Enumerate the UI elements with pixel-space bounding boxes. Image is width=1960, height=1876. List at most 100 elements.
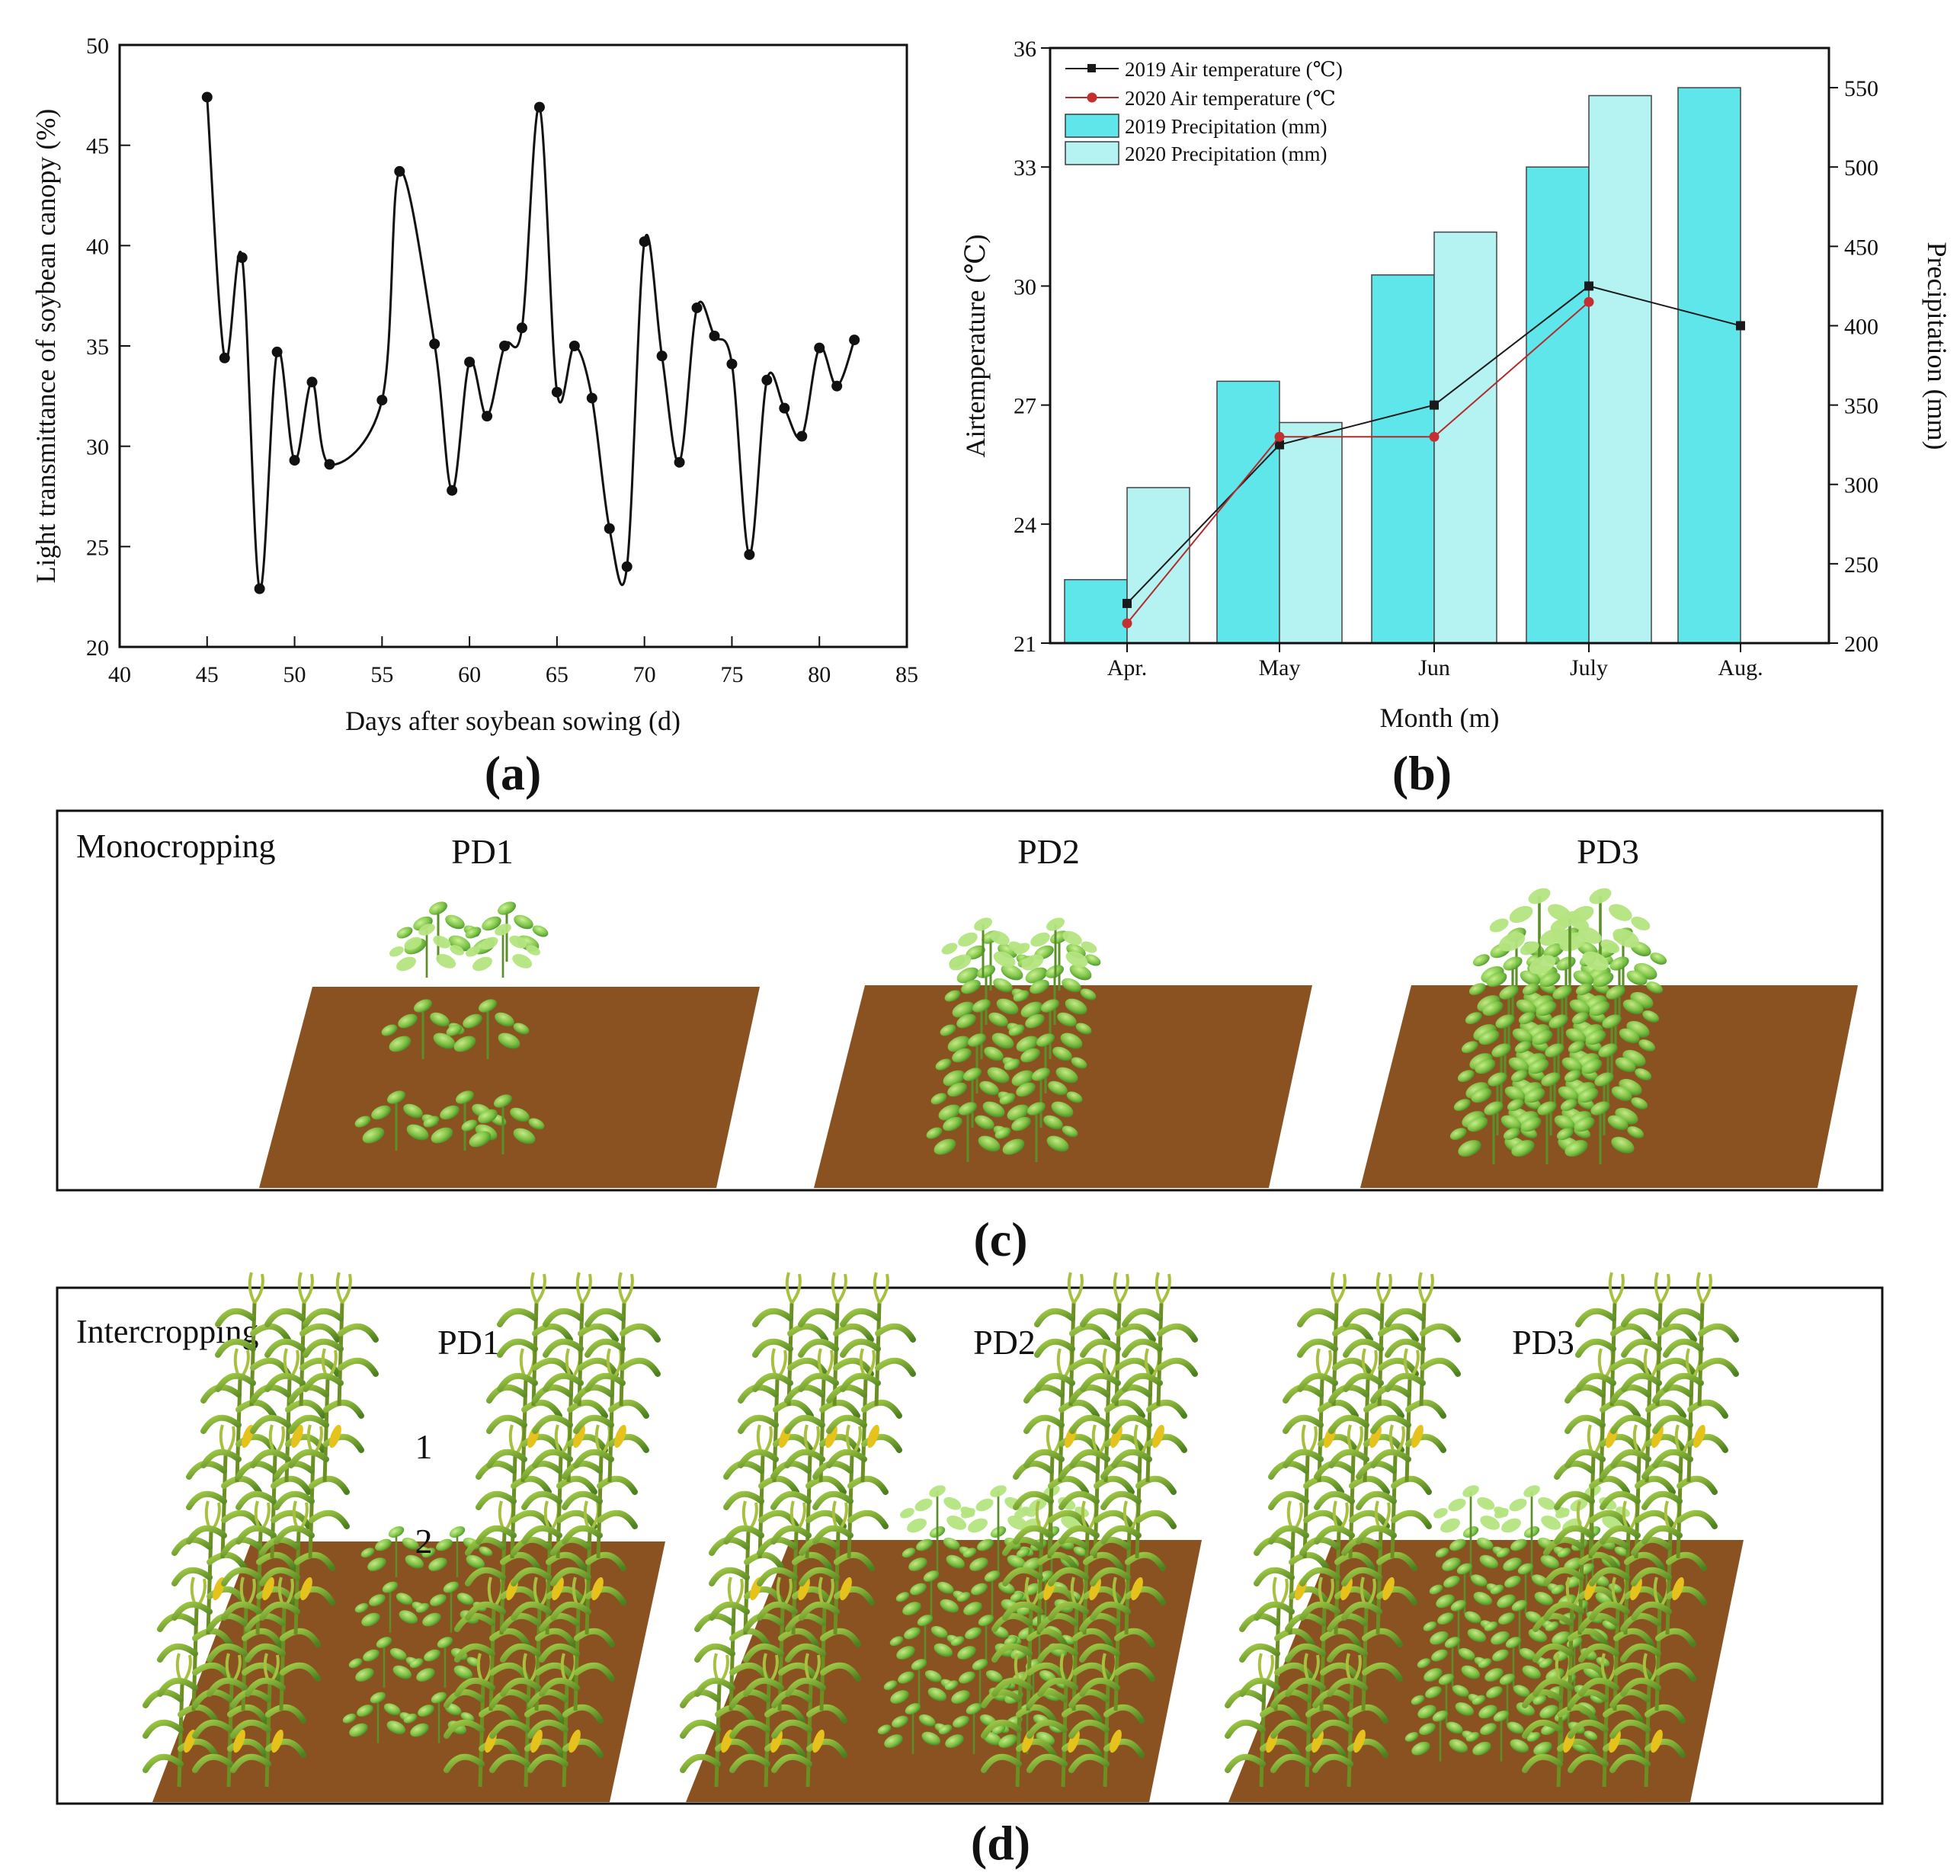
legend-2019-temp: 2019 Air temperature (℃) <box>1125 58 1343 81</box>
corn-plant <box>465 1500 541 1635</box>
chart-a-y-ticks: 20 25 30 35 40 45 50 <box>86 34 130 661</box>
chart-b-x-tick-label: Aug. <box>1718 655 1763 680</box>
chart-a-data-point <box>726 358 738 370</box>
chart-b-legend: 2019 Air temperature (℃) 2020 Air temper… <box>1065 58 1343 165</box>
corn-plant <box>1600 1424 1676 1559</box>
corn-plant <box>259 1500 335 1635</box>
chart-b-temp-marker <box>1122 618 1132 629</box>
corn-plant <box>1554 1424 1630 1559</box>
corn-plant <box>444 1653 520 1788</box>
corn-plant <box>1621 1272 1697 1407</box>
chart-a-data-point <box>814 342 825 354</box>
soybean-plant <box>994 1102 1078 1162</box>
chart-a-y-tick-label: 25 <box>86 535 109 560</box>
chart-a-x-tick-label: 80 <box>808 662 831 687</box>
chart-a-data-point <box>551 386 562 398</box>
chart-b-left-tick-label: 21 <box>1014 632 1036 657</box>
chart-a-y-tick-label: 30 <box>86 435 109 460</box>
corn-plant <box>798 1272 874 1407</box>
legend-swatch-2020-precip <box>1065 141 1119 165</box>
chart-b-left-tick-label: 33 <box>1014 155 1036 181</box>
corn-plant <box>1620 1577 1696 1711</box>
chart-a-data-point <box>621 561 633 572</box>
corn-plant <box>1111 1348 1187 1483</box>
chart-a-y-axis-label: Light transmittance of soybean canopy (%… <box>30 109 61 584</box>
corn-plant <box>303 1272 379 1407</box>
inter-pd2-label: PD2 <box>973 1323 1036 1362</box>
chart-b-right-y-ticks: 200 250 300 350 400 450 500 550 <box>1829 76 1878 657</box>
corn-plant <box>230 1653 306 1788</box>
legend-swatch-2019-precip <box>1065 114 1119 138</box>
inter-corn-plants <box>143 1272 1739 1788</box>
chart-a-y-tick-label: 35 <box>86 335 109 360</box>
chart-b-bar <box>1433 231 1497 644</box>
chart-a-data-point <box>604 523 615 534</box>
soybean-plant <box>1520 911 1620 983</box>
chart-b-bar <box>1526 166 1590 644</box>
chart-b-left-tick-label: 27 <box>1014 394 1036 419</box>
inter-pd1-label: PD1 <box>437 1323 500 1362</box>
chart-b-right-tick-label: 350 <box>1844 394 1878 419</box>
corn-plant <box>812 1424 889 1559</box>
chart-a-x-tick-label: 65 <box>546 662 568 687</box>
chart-a-data-point <box>447 485 458 496</box>
soybean-plant <box>461 1094 545 1154</box>
corn-plant <box>264 1272 341 1407</box>
chart-b-temp-marker <box>1275 440 1284 450</box>
corn-plant <box>1297 1272 1373 1407</box>
chart-b-x-tick-label: July <box>1570 655 1608 680</box>
chart-b-temp-marker <box>1274 431 1285 442</box>
chart-b-bar <box>1588 94 1652 644</box>
inter-pd3-label: PD3 <box>1512 1323 1574 1362</box>
chart-b-x-tick-label: May <box>1259 655 1301 680</box>
chart-b-temp-marker <box>1584 296 1594 307</box>
chart-b-left-tick-label: 30 <box>1014 274 1036 299</box>
corn-plant <box>521 1424 597 1559</box>
chart-a-x-axis-label: Days after soybean sowing (d) <box>345 706 681 736</box>
chart-a-data-point <box>499 341 511 351</box>
chart-b-plot-frame <box>1049 46 1830 645</box>
corn-plant <box>1069 1348 1145 1483</box>
corn-plant <box>1068 1653 1145 1788</box>
chart-a-data-point <box>289 455 300 466</box>
legend-swatch-2020-temp-marker <box>1087 92 1097 103</box>
chart-b-left-y-axis-label: Airtemperature (℃) <box>960 234 991 457</box>
chart-b-bar <box>1677 87 1741 644</box>
chart-b-left-y-ticks: 21 24 27 30 33 36 <box>1014 37 1050 657</box>
chart-b-x-axis-label: Month (m) <box>1380 703 1500 733</box>
corn-plant <box>743 1577 819 1711</box>
corn-plant <box>840 1272 916 1407</box>
chart-b-x-tick-label: Apr. <box>1107 655 1148 680</box>
chart-a-data-point <box>586 392 597 404</box>
corn-plant <box>1385 1272 1461 1407</box>
soybean-plant <box>446 999 530 1059</box>
soybean-plant <box>423 1090 507 1151</box>
soybean-plant <box>466 924 540 978</box>
chart-a-data-point <box>482 411 493 422</box>
chart-b-temp-marker <box>1430 400 1439 410</box>
chart-a-data-point <box>639 236 650 248</box>
chart-b-bar <box>1371 274 1435 644</box>
chart-a-data-point <box>236 252 248 264</box>
mono-pd3-label: PD3 <box>1577 832 1639 871</box>
legend-2020-temp: 2020 Air temperature (℃ <box>1125 87 1336 110</box>
corn-plant <box>1578 1577 1654 1711</box>
mono-pd1-label: PD1 <box>451 832 514 871</box>
corn-plant <box>1122 1272 1198 1407</box>
soybean-plant <box>930 1068 1014 1128</box>
corn-plant <box>245 1577 321 1711</box>
chart-b-right-tick-label: 250 <box>1844 552 1878 578</box>
chart-a-data-point <box>254 583 265 594</box>
intercropping-frame <box>56 1286 1884 1805</box>
chart-b-right-tick-label: 200 <box>1844 632 1878 657</box>
soybean-plant <box>877 1703 949 1754</box>
chart-a-data-point <box>691 302 703 313</box>
chart-a-data-point <box>674 456 685 468</box>
mono-pd2-label: PD2 <box>1017 832 1080 871</box>
corn-plant <box>771 1653 847 1788</box>
chart-a-x-tick-label: 75 <box>720 662 743 687</box>
chart-b-right-tick-label: 300 <box>1844 473 1878 498</box>
corn-plant <box>1100 1424 1177 1559</box>
soybean-plant <box>1556 1101 1645 1164</box>
